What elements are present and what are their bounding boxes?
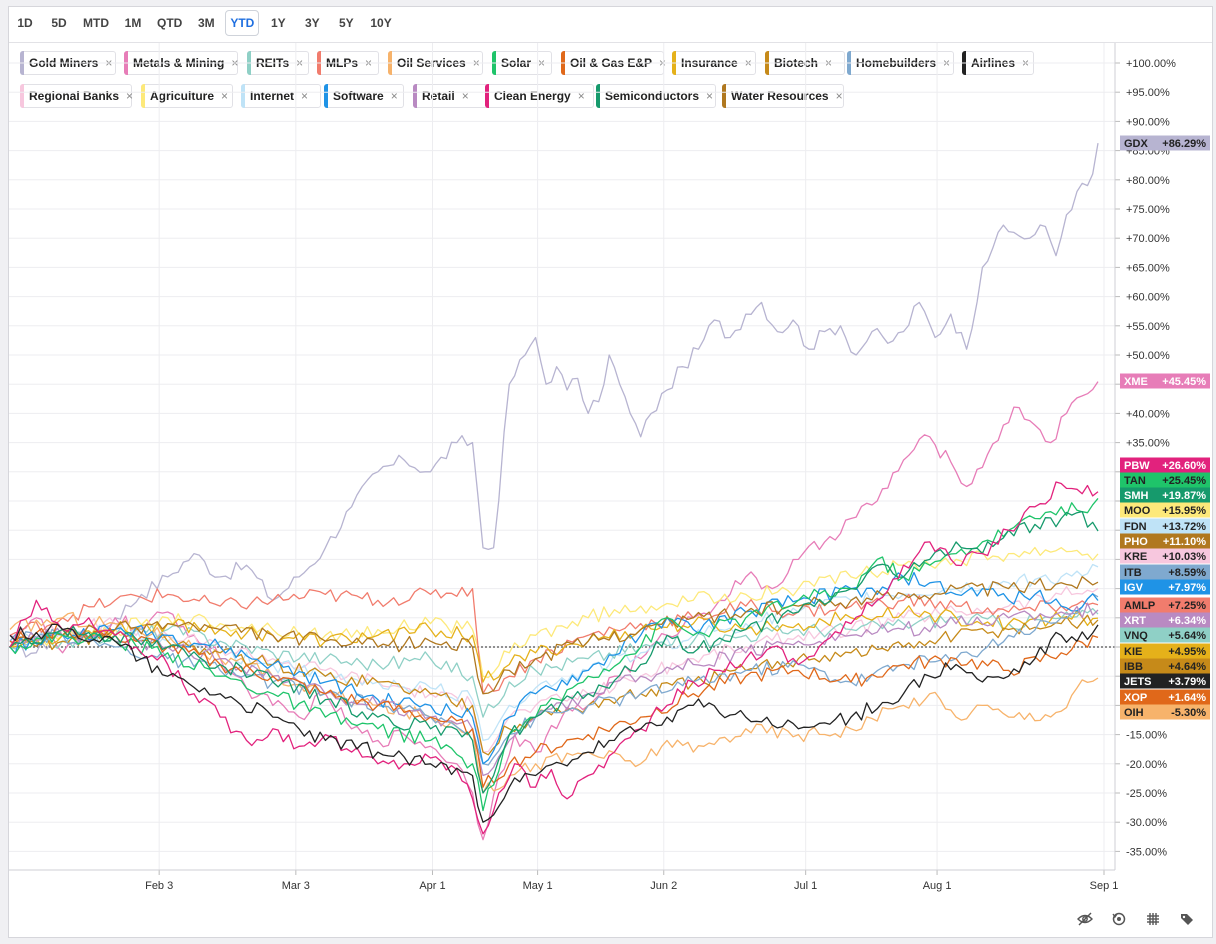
range-button-3m[interactable]: 3M [198,16,215,30]
header-divider [9,42,1212,43]
series-chip-solar[interactable]: Solar × [492,51,552,75]
chip-color-swatch [672,51,676,75]
chip-color-swatch [247,51,251,75]
series-chip-oil-services[interactable]: Oil Services × [388,51,483,75]
range-button-5y[interactable]: 5Y [339,16,354,30]
series-chip-regional-banks[interactable]: Regional Banks × [20,84,134,108]
chip-label: REITs [256,56,290,70]
series-chip-agriculture[interactable]: Agriculture × [141,84,233,108]
series-chip-metals-mining[interactable]: Metals & Mining × [124,51,238,75]
chip-color-swatch [388,51,392,75]
remove-series-icon[interactable]: × [472,56,480,70]
chip-color-swatch [413,84,417,108]
chip-color-swatch [847,51,851,75]
remove-series-icon[interactable]: × [659,56,667,70]
series-chip-oil-gas-e-p[interactable]: Oil & Gas E&P × [561,51,667,75]
chip-label: Clean Energy [494,89,571,103]
chip-label: Water Resources [731,89,829,103]
chip-color-swatch [596,84,600,108]
chip-color-swatch [141,84,145,108]
chip-color-swatch [492,51,496,75]
range-button-mtd[interactable]: MTD [83,16,109,30]
remove-series-icon[interactable]: × [744,56,752,70]
remove-series-icon[interactable]: × [835,89,843,103]
series-chip-airlines[interactable]: Airlines × [962,51,1034,75]
chip-color-swatch [124,51,128,75]
chip-label: Retail [422,89,455,103]
remove-series-icon[interactable]: × [825,56,833,70]
range-button-qtd[interactable]: QTD [157,16,183,30]
chip-label: Metals & Mining [133,56,225,70]
chip-label: MLPs [326,56,359,70]
remove-series-icon[interactable]: × [538,56,546,70]
chip-color-swatch [765,51,769,75]
range-button-1y[interactable]: 1Y [271,16,286,30]
reset-zoom-icon[interactable] [1110,910,1128,928]
chip-label: Solar [501,56,532,70]
remove-series-icon[interactable]: × [126,89,134,103]
chip-color-swatch [317,51,321,75]
chip-color-swatch [485,84,489,108]
range-button-10y[interactable]: 10Y [370,16,392,30]
chart-toolbar [1076,910,1196,928]
series-chip-retail[interactable]: Retail × [413,84,498,108]
chip-label: Oil Services [397,56,466,70]
series-chip-software[interactable]: Software × [324,84,404,108]
chip-label: Airlines [971,56,1016,70]
remove-series-icon[interactable]: × [301,89,309,103]
series-chip-gold-miners[interactable]: Gold Miners × [20,51,116,75]
remove-series-icon[interactable]: × [577,89,585,103]
remove-series-icon[interactable]: × [296,56,304,70]
remove-series-icon[interactable]: × [1022,56,1030,70]
remove-series-icon[interactable]: × [231,56,239,70]
remove-series-icon[interactable]: × [105,56,113,70]
chip-label: Semiconductors [605,89,700,103]
chip-label: Agriculture [150,89,215,103]
remove-series-icon[interactable]: × [943,56,951,70]
chip-color-swatch [20,51,24,75]
remove-series-icon[interactable]: × [390,89,398,103]
chip-label: Homebuilders [856,56,937,70]
range-button-3y[interactable]: 3Y [305,16,320,30]
hide-crosshair-icon[interactable] [1076,910,1094,928]
chart-panel [8,6,1213,938]
chip-color-swatch [722,84,726,108]
chip-label: Oil & Gas E&P [570,56,653,70]
chip-color-swatch [241,84,245,108]
chip-label: Gold Miners [29,56,99,70]
range-selector: 1D 5D MTD 1M QTD 3M YTD 1Y 3Y 5Y 10Y [10,10,397,38]
remove-series-icon[interactable]: × [461,89,469,103]
series-chip-water-resources[interactable]: Water Resources × [722,84,844,108]
remove-series-icon[interactable]: × [221,89,229,103]
chip-color-swatch [324,84,328,108]
range-button-5d[interactable]: 5D [51,16,67,30]
chip-color-swatch [20,84,24,108]
series-chip-homebuilders[interactable]: Homebuilders × [847,51,954,75]
chip-label: Software [333,89,384,103]
chip-label: Regional Banks [29,89,120,103]
range-button-ytd[interactable]: YTD [225,10,260,36]
tag-labels-icon[interactable] [1178,910,1196,928]
chip-label: Biotech [774,56,819,70]
chip-label: Internet [250,89,295,103]
range-button-1m[interactable]: 1M [124,16,142,30]
series-chip-insurance[interactable]: Insurance × [672,51,756,75]
series-chip-biotech[interactable]: Biotech × [765,51,845,75]
series-chip-mlps[interactable]: MLPs × [317,51,379,75]
series-chip-clean-energy[interactable]: Clean Energy × [485,84,594,108]
chip-color-swatch [962,51,966,75]
remove-series-icon[interactable]: × [706,89,714,103]
series-chip-reits[interactable]: REITs × [247,51,309,75]
range-button-1d[interactable]: 1D [17,16,33,30]
chip-label: Insurance [681,56,738,70]
series-chip-internet[interactable]: Internet × [241,84,321,108]
grid-toggle-icon[interactable] [1144,910,1162,928]
remove-series-icon[interactable]: × [365,56,373,70]
chip-color-swatch [561,51,565,75]
series-chip-semiconductors[interactable]: Semiconductors × [596,84,716,108]
